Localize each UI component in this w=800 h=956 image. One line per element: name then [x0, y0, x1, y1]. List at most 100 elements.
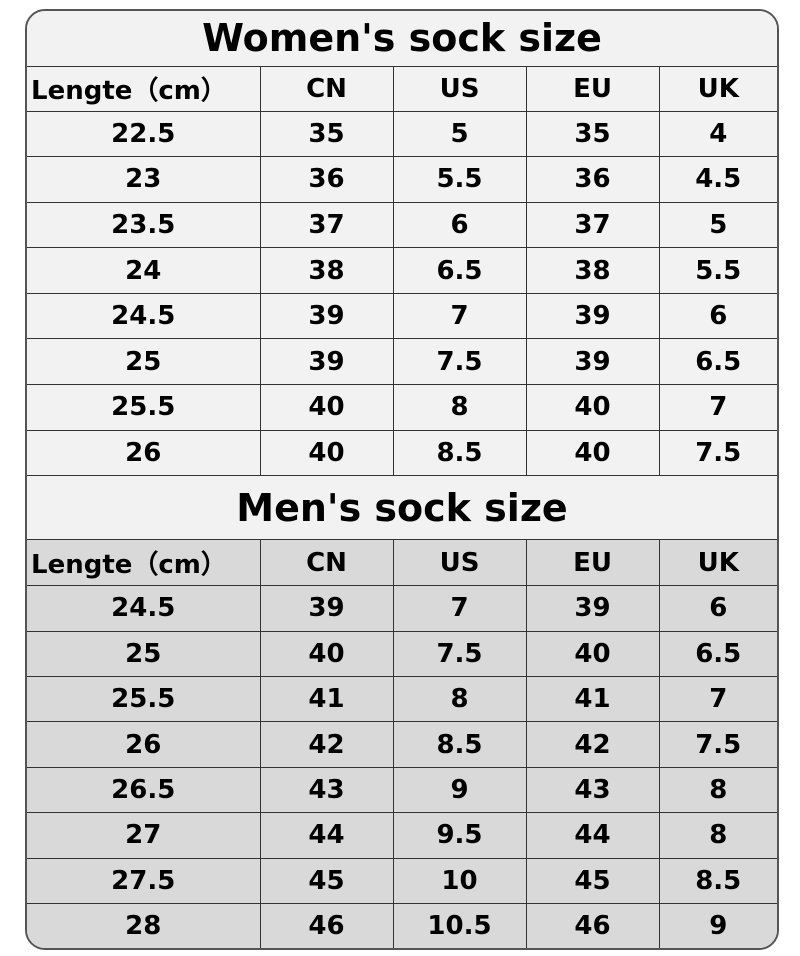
table-cell: 45 [525, 857, 660, 904]
table-cell: 43 [525, 766, 660, 814]
header-row: Lengte（cm） CN US EU UK [27, 539, 777, 587]
table-cell: 41 [525, 676, 660, 723]
table-cell: 23.5 [27, 201, 261, 249]
column-header: UK [658, 65, 777, 112]
table-cell: 40 [525, 429, 660, 477]
table-row: 26 40 8.5 40 7.5 [27, 429, 777, 477]
table-cell: 10 [392, 857, 527, 904]
column-header: Lengte（cm） [27, 539, 261, 587]
column-header: UK [658, 539, 777, 587]
table-row: 28 46 10.5 46 9 [27, 902, 777, 948]
table-cell: 40 [259, 384, 394, 431]
table-cell: 22.5 [27, 110, 261, 158]
table-cell: 9 [658, 902, 777, 948]
table-cell: 24.5 [27, 292, 261, 340]
table-row: 27.5 45 10 45 8.5 [27, 857, 777, 904]
table-row: 26 42 8.5 42 7.5 [27, 721, 777, 768]
column-header: CN [259, 65, 394, 112]
table-cell: 4 [658, 110, 777, 158]
table-row: 25 39 7.5 39 6.5 [27, 338, 777, 386]
table-cell: 45 [259, 857, 394, 904]
table-row: 27 44 9.5 44 8 [27, 812, 777, 859]
table-cell: 8.5 [392, 721, 527, 768]
table-cell: 7 [392, 292, 527, 340]
men-section: Men's sock size Lengte（cm） CN US EU UK 24.5 39… [27, 475, 777, 948]
table-cell: 38 [525, 247, 660, 294]
table-cell: 39 [259, 585, 394, 632]
table-cell: 6.5 [392, 247, 527, 294]
table-row: 25.5 41 8 41 7 [27, 676, 777, 723]
table-cell: 10.5 [392, 902, 527, 948]
table-cell: 38 [259, 247, 394, 294]
table-cell: 5.5 [658, 247, 777, 294]
table-cell: 40 [525, 630, 660, 678]
table-cell: 8 [392, 676, 527, 723]
table-cell: 46 [525, 902, 660, 948]
table-row: 24.5 39 7 39 6 [27, 292, 777, 340]
table-cell: 27 [27, 812, 261, 859]
header-row: Lengte（cm） CN US EU UK [27, 65, 777, 112]
table-cell: 26.5 [27, 766, 261, 814]
table-cell: 7.5 [392, 338, 527, 386]
table-cell: 5 [392, 110, 527, 158]
table-cell: 27.5 [27, 857, 261, 904]
table-cell: 36 [525, 156, 660, 203]
column-header: EU [525, 65, 660, 112]
table-row: 25 40 7.5 40 6.5 [27, 630, 777, 678]
table-cell: 7 [658, 384, 777, 431]
table-cell: 6.5 [658, 338, 777, 386]
table-cell: 37 [525, 201, 660, 249]
table-cell: 8 [658, 812, 777, 859]
table-cell: 36 [259, 156, 394, 203]
table-cell: 6 [392, 201, 527, 249]
table-cell: 9 [392, 766, 527, 814]
table-cell: 5 [658, 201, 777, 249]
table-cell: 40 [259, 630, 394, 678]
table-cell: 40 [525, 384, 660, 431]
column-header: US [392, 65, 527, 112]
table-cell: 41 [259, 676, 394, 723]
table-cell: 26 [27, 721, 261, 768]
table-cell: 6 [658, 292, 777, 340]
table-cell: 9.5 [392, 812, 527, 859]
table-cell: 23 [27, 156, 261, 203]
table-cell: 25.5 [27, 676, 261, 723]
table-cell: 24.5 [27, 585, 261, 632]
table-cell: 42 [259, 721, 394, 768]
table-cell: 4.5 [658, 156, 777, 203]
table-cell: 43 [259, 766, 394, 814]
table-cell: 37 [259, 201, 394, 249]
table-cell: 6 [658, 585, 777, 632]
table-row: 25.5 40 8 40 7 [27, 384, 777, 431]
table-cell: 25 [27, 338, 261, 386]
table-cell: 7 [392, 585, 527, 632]
men-title: Men's sock size [27, 475, 777, 541]
table-cell: 39 [259, 338, 394, 386]
table-cell: 24 [27, 247, 261, 294]
table-cell: 8 [658, 766, 777, 814]
column-header: Lengte（cm） [27, 65, 261, 112]
table-cell: 7.5 [658, 721, 777, 768]
table-cell: 46 [259, 902, 394, 948]
table-cell: 25.5 [27, 384, 261, 431]
table-cell: 25 [27, 630, 261, 678]
table-row: 23.5 37 6 37 5 [27, 201, 777, 249]
table-cell: 44 [259, 812, 394, 859]
table-row: 22.5 35 5 35 4 [27, 110, 777, 158]
table-cell: 7.5 [392, 630, 527, 678]
table-cell: 39 [259, 292, 394, 340]
table-row: 24 38 6.5 38 5.5 [27, 247, 777, 294]
table-cell: 7.5 [658, 429, 777, 477]
sock-size-chart: Women's sock size Lengte（cm） CN US EU UK 22.5… [25, 9, 779, 950]
table-cell: 39 [525, 338, 660, 386]
table-cell: 42 [525, 721, 660, 768]
women-section: Women's sock size Lengte（cm） CN US EU UK 22.5… [27, 11, 777, 477]
table-cell: 40 [259, 429, 394, 477]
table-cell: 6.5 [658, 630, 777, 678]
table-row: 24.5 39 7 39 6 [27, 585, 777, 632]
column-header: CN [259, 539, 394, 587]
table-cell: 28 [27, 902, 261, 948]
table-cell: 8.5 [658, 857, 777, 904]
table-cell: 7 [658, 676, 777, 723]
table-cell: 39 [525, 292, 660, 340]
